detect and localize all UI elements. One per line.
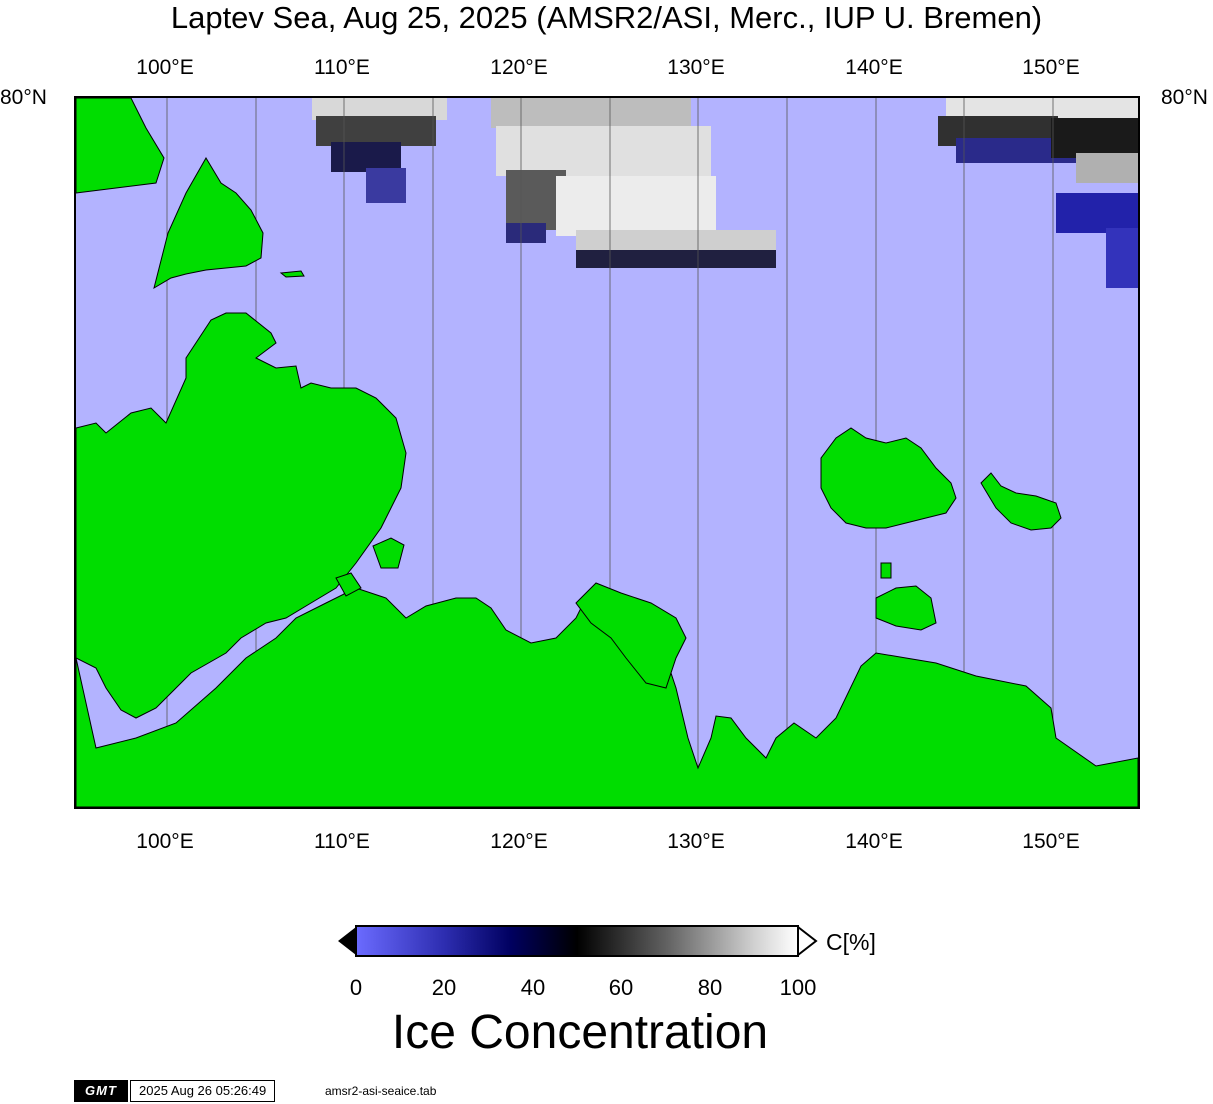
timestamp: 2025 Aug 26 05:26:49 [130,1080,276,1102]
gmt-logo: GMT [74,1080,128,1102]
sea-ice-patches [312,98,1138,288]
bottom-lon-label-130: 130°E [667,830,725,853]
bottom-lon-label-140: 140°E [845,830,903,853]
lat-label-right: 80°N [1161,86,1208,109]
colorbar-tick-0: 0 [349,975,363,1000]
top-lon-label-140: 140°E [845,56,903,79]
bottom-lon-label-120: 120°E [490,830,548,853]
colorbar-svg [338,924,818,958]
land [76,98,1138,807]
land-lena-delta [575,582,687,689]
bottom-lon-label-150: 150°E [1022,830,1080,853]
colorbar-gradient [355,925,799,957]
bottom-lon-label-100: 100°E [136,830,194,853]
land-bolshoy-lyakhovsky [875,585,937,631]
colorbar-tick-40: 40 [520,975,546,1000]
colorbar-tick-100: 100 [779,975,817,1000]
land-small-island-4 [335,572,362,597]
top-lon-label-130: 130°E [667,56,725,79]
land-small-island-1 [279,270,305,278]
colorbar-tick-20: 20 [431,975,457,1000]
source-file: amsr2-asi-seaice.tab [325,1084,437,1098]
map-svg [76,98,1138,807]
top-lon-label-100: 100°E [136,56,194,79]
colorbar-high-arrow [797,924,818,958]
colorbar-tick-80: 80 [697,975,723,1000]
land-small-island-3 [372,537,405,569]
map-title: Laptev Sea, Aug 25, 2025 (AMSR2/ASI, Mer… [170,0,1043,35]
land-small-island-2 [880,562,892,579]
top-lon-label-120: 120°E [490,56,548,79]
colorbar-title: Ice Concentration [391,1006,769,1059]
top-lon-label-150: 150°E [1022,56,1080,79]
land-kotelny-island [820,427,957,529]
map-area [74,96,1140,809]
land-new-siberia-island [980,472,1062,531]
colorbar [338,924,818,958]
colorbar-tick-60: 60 [608,975,634,1000]
bottom-lon-label-110: 110°E [314,830,370,853]
lat-label-left: 80°N [0,86,47,109]
colorbar-unit: C[%] [826,929,876,955]
colorbar-low-arrow [338,927,356,955]
top-lon-label-110: 110°E [314,56,370,79]
land-bolshevik-island [153,157,264,290]
land-severnaya-zemlya-west [76,98,165,194]
land-taymyr-and-south [76,312,407,719]
